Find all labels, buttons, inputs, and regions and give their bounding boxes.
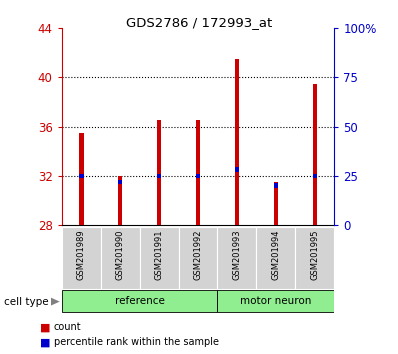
- Bar: [312, 84, 317, 225]
- FancyBboxPatch shape: [179, 227, 217, 289]
- Bar: [79, 173, 84, 178]
- Text: GSM201989: GSM201989: [77, 229, 86, 280]
- Text: GSM201992: GSM201992: [193, 229, 203, 280]
- Bar: [234, 59, 239, 225]
- FancyBboxPatch shape: [256, 227, 295, 289]
- Bar: [312, 173, 317, 178]
- Text: motor neuron: motor neuron: [240, 296, 312, 306]
- Text: GSM201993: GSM201993: [232, 229, 242, 280]
- Polygon shape: [51, 298, 60, 306]
- Bar: [79, 133, 84, 225]
- Bar: [118, 176, 123, 225]
- FancyBboxPatch shape: [62, 227, 101, 289]
- Text: ■: ■: [40, 337, 50, 347]
- Text: percentile rank within the sample: percentile rank within the sample: [54, 337, 219, 347]
- Bar: [196, 173, 200, 178]
- Text: ■: ■: [40, 322, 50, 332]
- FancyBboxPatch shape: [101, 227, 140, 289]
- FancyBboxPatch shape: [295, 227, 334, 289]
- Bar: [273, 182, 278, 225]
- FancyBboxPatch shape: [217, 290, 334, 312]
- Bar: [273, 183, 278, 188]
- Text: GSM201991: GSM201991: [154, 229, 164, 280]
- FancyBboxPatch shape: [217, 227, 256, 289]
- Text: GSM201994: GSM201994: [271, 229, 281, 280]
- Bar: [196, 120, 200, 225]
- Bar: [157, 173, 162, 178]
- Text: GSM201995: GSM201995: [310, 229, 319, 280]
- FancyBboxPatch shape: [62, 290, 217, 312]
- Text: GSM201990: GSM201990: [115, 229, 125, 280]
- Text: count: count: [54, 322, 81, 332]
- Text: reference: reference: [115, 296, 164, 306]
- Bar: [234, 167, 239, 172]
- FancyBboxPatch shape: [140, 227, 179, 289]
- Bar: [118, 180, 123, 184]
- Bar: [157, 120, 162, 225]
- Text: cell type: cell type: [4, 297, 49, 307]
- Text: GDS2786 / 172993_at: GDS2786 / 172993_at: [126, 16, 272, 29]
